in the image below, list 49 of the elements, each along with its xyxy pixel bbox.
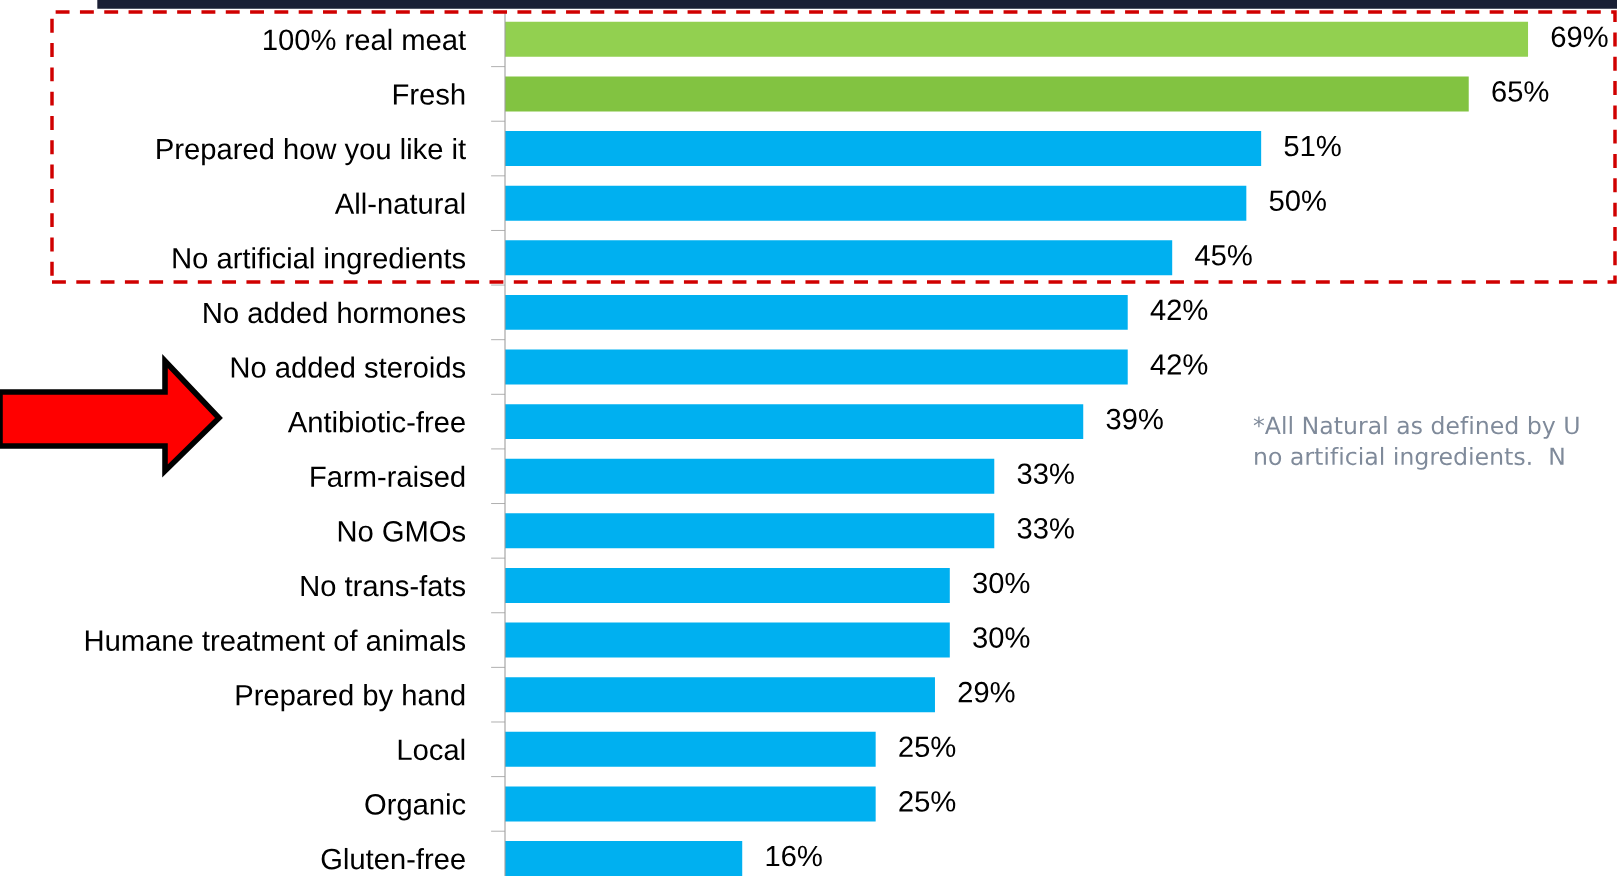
bar [505,349,1128,385]
bar [505,513,995,549]
data-label: 33% [1017,463,1074,485]
bar [505,731,876,767]
y-tick-label: All-natural [334,192,465,215]
bar [505,21,1529,57]
bar [505,622,950,658]
data-label: 65% [1492,81,1549,102]
data-label: 42% [1150,299,1208,321]
y-tick-label: Farm-raised [311,465,465,488]
y-tick-label: Gluten-free [321,847,465,870]
bar [505,404,1084,440]
bar [505,786,876,822]
y-tick-label: No artificial ingredients [173,247,466,275]
y-tick-label: Antibiotic-free [287,411,465,433]
data-label: 69% [1551,26,1608,48]
y-tick-label: No added steroids [231,356,466,378]
data-label: 30% [973,572,1030,594]
data-label: 25% [899,791,956,812]
data-label: 30% [973,627,1030,648]
y-tick-label: Local [398,738,465,761]
y-tick-label: Fresh [393,83,465,105]
bar [505,240,1173,276]
y-tick-label: 100% real meat [264,28,466,51]
data-label: 45% [1195,245,1252,266]
bar [505,458,995,494]
data-label: 16% [766,845,822,867]
y-tick-label: Prepared by hand [236,684,465,712]
data-label: 51% [1284,135,1341,157]
y-tick-label: No GMOs [338,521,466,542]
data-label: 33% [1017,518,1074,539]
annotation: *All Natural as defined by U no artificial ingredients. N [1253,416,1579,470]
data-label: 50% [1269,190,1326,211]
bar [505,841,743,876]
data-label: 42% [1150,354,1208,375]
y-tick-label: No added hormones [204,301,466,324]
bar [505,677,935,713]
y-tick-label: Humane treatment of animals [85,629,466,651]
bar [505,76,1469,112]
bar [505,294,1128,330]
y-tick-label: Prepared how you like it [157,137,466,166]
data-label: 39% [1106,408,1163,430]
y-tick-label: Organic [365,793,466,821]
data-label: 25% [899,736,956,758]
bar [505,131,1262,167]
bar [505,185,1247,221]
data-label: 29% [958,681,1015,703]
bar [505,567,950,603]
y-tick-label: No trans-fats [301,574,466,597]
